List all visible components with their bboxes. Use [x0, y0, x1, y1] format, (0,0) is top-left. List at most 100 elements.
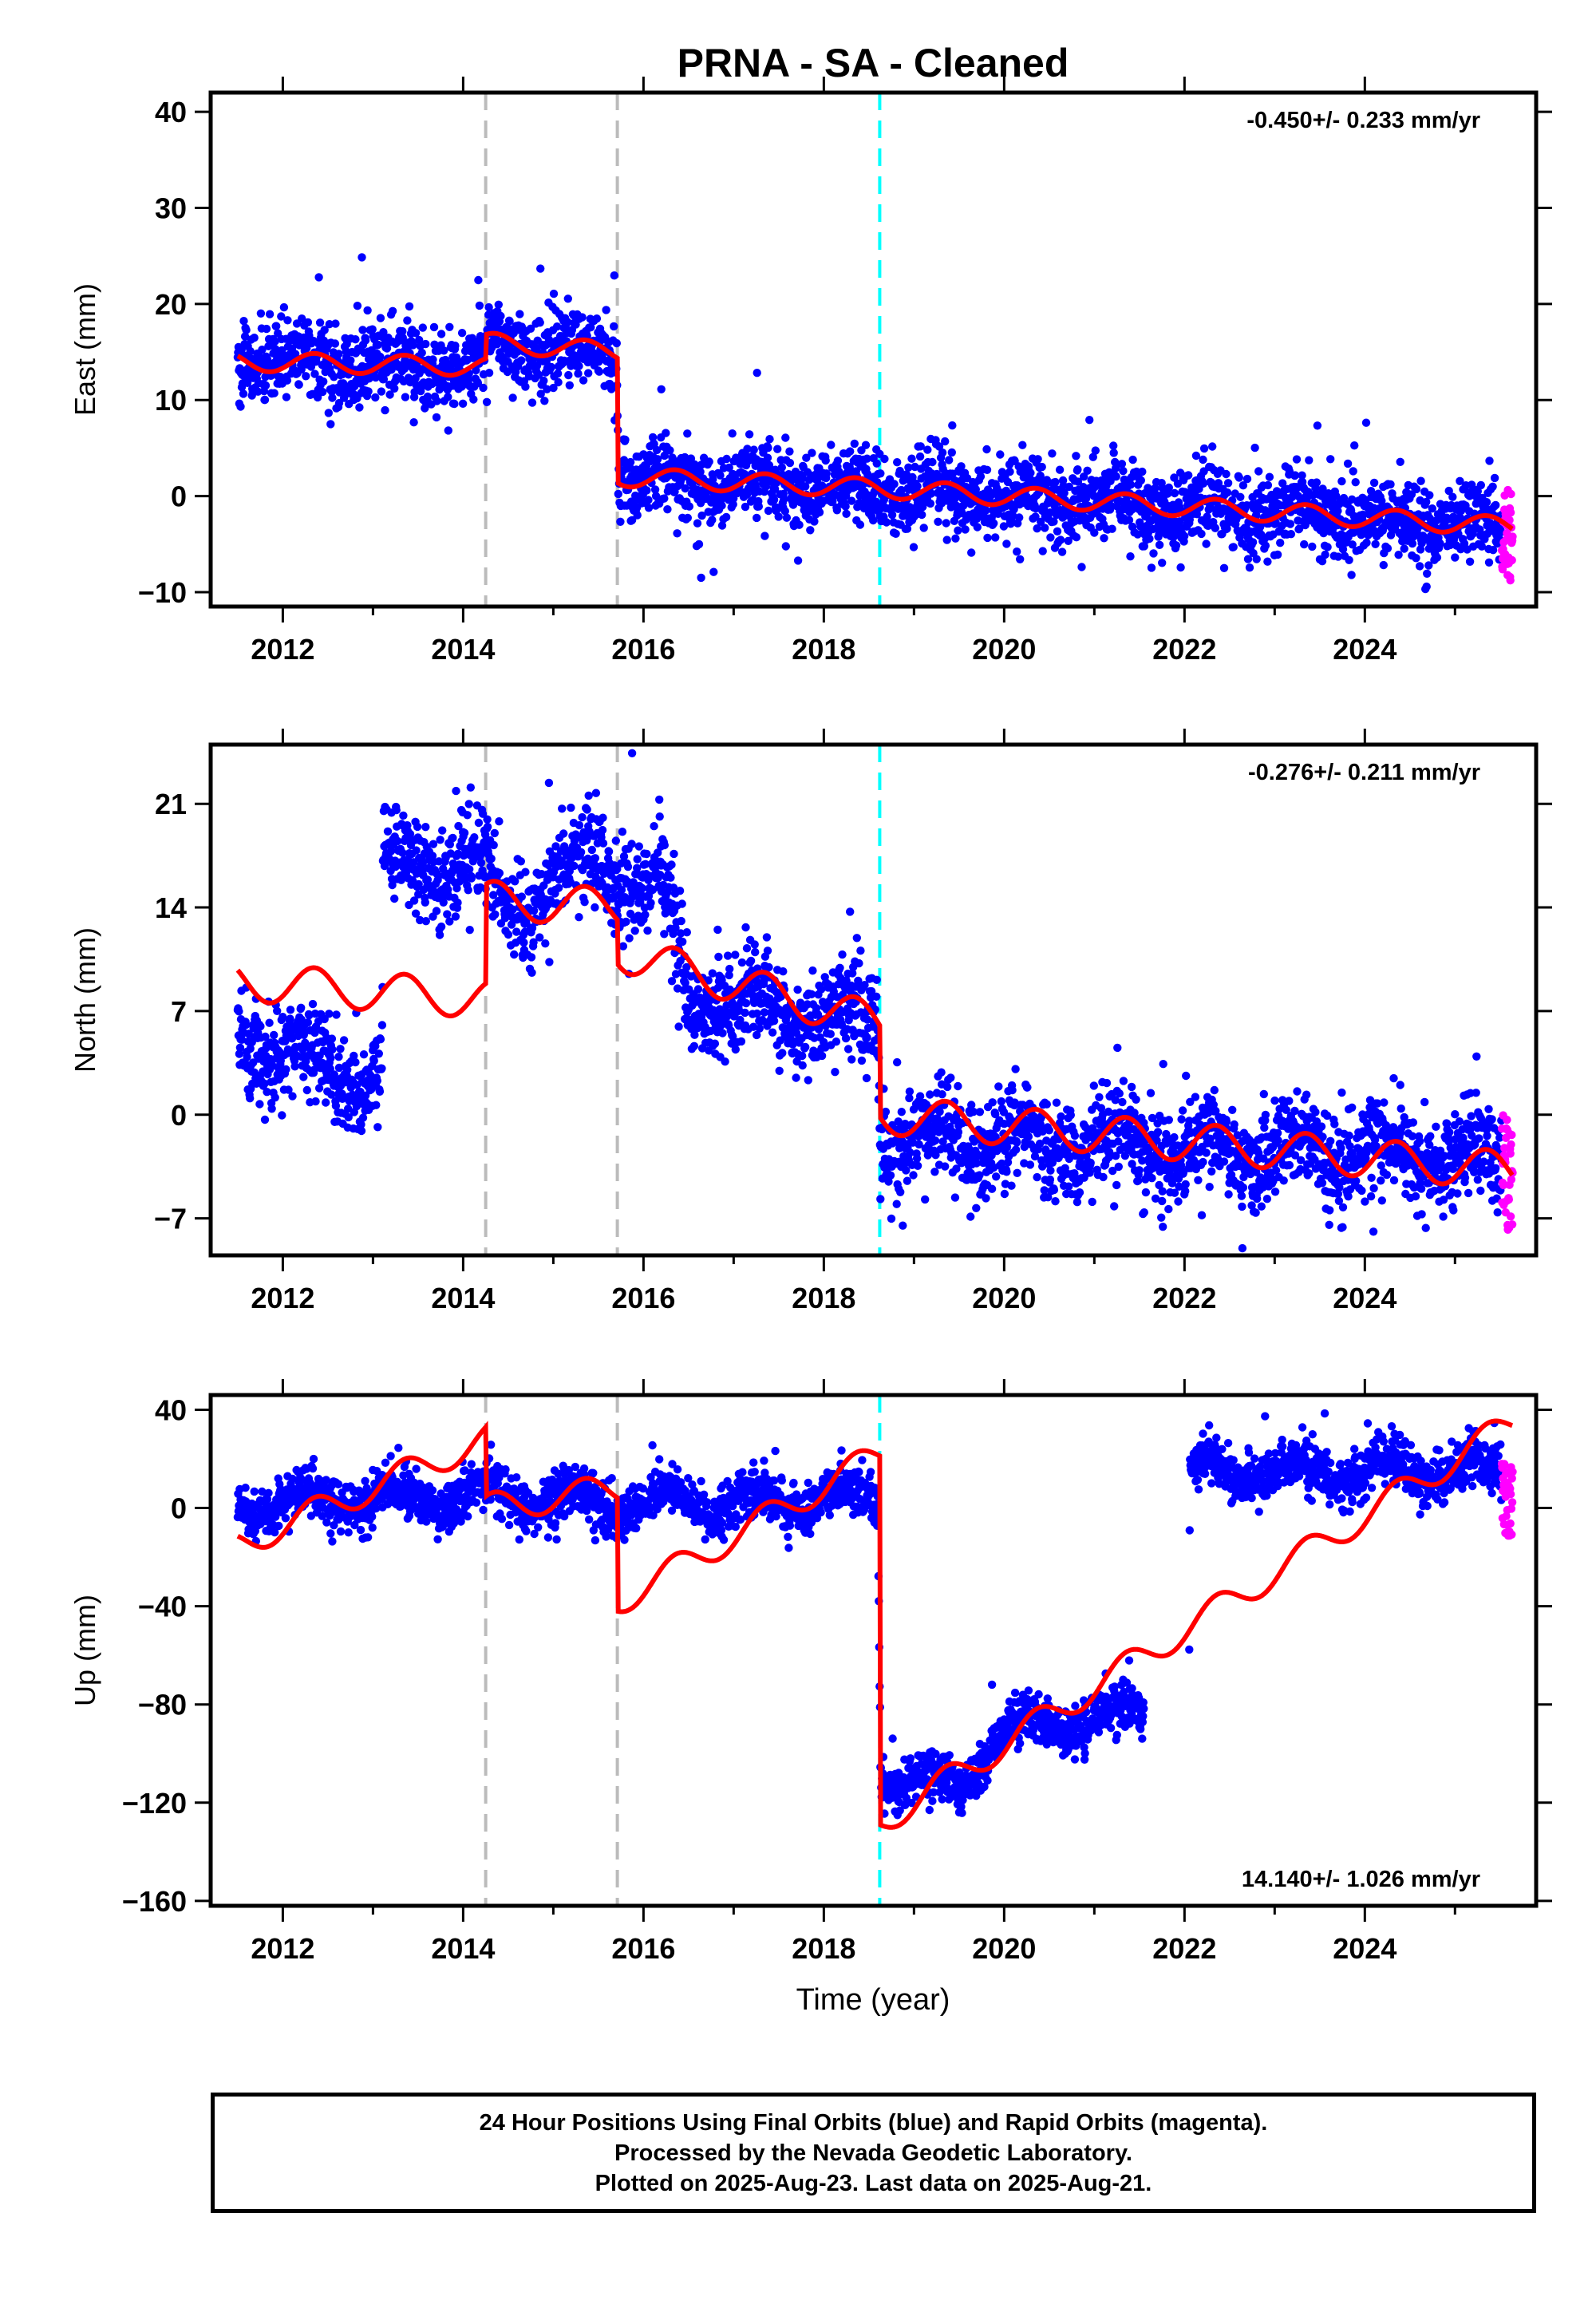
data-point-final [1432, 553, 1442, 562]
data-point-final [926, 499, 935, 508]
data-point-final [725, 970, 733, 980]
data-point-final [652, 445, 662, 455]
data-point-final [755, 1024, 764, 1033]
data-point-final [314, 273, 323, 282]
data-point-final [363, 306, 372, 315]
data-point-final [465, 926, 474, 935]
data-point-final [887, 511, 897, 520]
data-point-final [1203, 512, 1211, 521]
data-point-final [453, 898, 462, 907]
data-point-final [618, 828, 627, 836]
data-point-final [881, 1107, 891, 1117]
data-point-final [1348, 540, 1357, 549]
data-point-final [1451, 553, 1460, 562]
data-point-final [654, 848, 662, 857]
data-point-final [1109, 449, 1118, 457]
data-point-final [567, 803, 575, 812]
data-point-final [519, 938, 528, 947]
data-point-final [1313, 421, 1322, 430]
data-point-final [758, 1016, 767, 1025]
data-point-final [741, 923, 750, 932]
data-point-final [570, 861, 579, 871]
data-point-final [1294, 524, 1304, 533]
data-point-final [852, 934, 862, 943]
data-point-final [1252, 555, 1261, 563]
data-point-final [930, 1136, 940, 1145]
data-point-final [587, 845, 596, 855]
data-point-final [1211, 524, 1220, 532]
data-point-final [1170, 488, 1179, 498]
data-point-final [1164, 483, 1174, 492]
data-point-final [390, 894, 399, 903]
data-point-final [655, 812, 664, 821]
data-point-final [511, 877, 519, 886]
data-point-final [564, 370, 573, 380]
data-point-final [327, 1034, 337, 1043]
data-point-final [938, 1137, 947, 1146]
data-point-final [683, 429, 692, 438]
data-point-final [651, 492, 661, 500]
data-point-final [893, 1057, 902, 1067]
data-point-final [540, 397, 549, 405]
data-point-final [472, 366, 480, 375]
data-point-final [464, 886, 472, 895]
data-point-final [460, 828, 469, 837]
data-point-final [855, 520, 865, 529]
data-point-final [490, 828, 499, 838]
data-point-final [1051, 477, 1060, 487]
data-point-final [512, 927, 521, 936]
data-point-final [255, 1100, 264, 1109]
data-point-final [451, 912, 460, 921]
data-point-final [641, 860, 650, 869]
data-point-final [722, 454, 731, 464]
data-point-final [1337, 476, 1346, 486]
data-point-final [947, 448, 957, 457]
data-point-final [775, 1066, 784, 1076]
data-point-final [504, 930, 513, 939]
data-point-final [634, 842, 643, 851]
data-point-final [848, 969, 857, 978]
data-point-final [807, 990, 816, 999]
data-point-final [1312, 478, 1321, 487]
data-point-final [827, 441, 836, 449]
data-point-final [1416, 476, 1425, 485]
data-point-final [667, 860, 676, 869]
data-point-final [444, 426, 452, 435]
data-point-final [627, 749, 637, 757]
data-point-final [1072, 533, 1081, 542]
data-point-final [435, 385, 444, 394]
data-point-final [915, 452, 925, 461]
x-tick-label: 2022 [1152, 633, 1216, 666]
data-point-final [938, 1090, 946, 1099]
data-point-final [705, 457, 713, 466]
data-point-final [334, 398, 344, 408]
data-point-final [891, 529, 900, 538]
data-point-final [863, 1015, 872, 1024]
data-point-final [413, 822, 422, 832]
data-point-final [895, 466, 904, 476]
data-point-final [1208, 442, 1217, 451]
data-point-final [731, 951, 740, 959]
data-point-final [299, 1073, 308, 1081]
x-tick-label: 2012 [251, 633, 314, 666]
data-point-final [1055, 465, 1065, 474]
data-point-final [451, 342, 460, 350]
data-point-final [433, 397, 441, 405]
data-point-final [403, 316, 412, 325]
data-point-final [777, 463, 786, 472]
data-point-final [327, 1090, 336, 1099]
data-point-final [1090, 528, 1099, 537]
data-point-final [769, 1017, 779, 1026]
data-point-final [277, 312, 286, 321]
data-point-final [547, 362, 556, 372]
data-point-final [1085, 416, 1094, 425]
data-point-final [1250, 443, 1259, 453]
data-point-final [648, 433, 658, 442]
data-point-final [325, 1010, 334, 1018]
data-point-final [357, 1126, 366, 1136]
data-point-final [545, 958, 554, 966]
data-point-final [1057, 547, 1067, 556]
x-tick-label: 2024 [1333, 633, 1396, 666]
data-point-final [650, 485, 660, 494]
data-point-final [278, 1111, 286, 1120]
